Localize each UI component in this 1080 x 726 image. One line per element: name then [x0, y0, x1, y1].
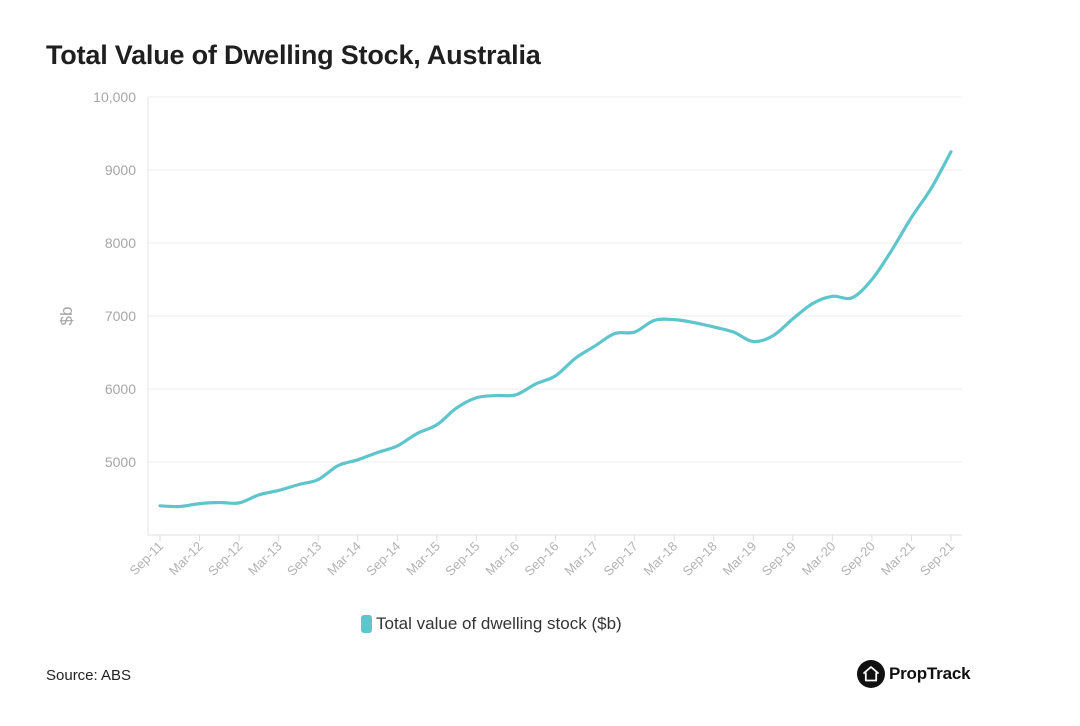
- x-tick-label: Mar-18: [641, 539, 681, 579]
- y-tick-label: 10,000: [93, 89, 136, 105]
- x-tick-label: Sep-20: [838, 539, 878, 579]
- brand-logo: PropTrack: [857, 660, 971, 688]
- source-note: Source: ABS: [46, 667, 132, 684]
- x-tick-label: Mar-15: [403, 539, 443, 579]
- x-tick-label: Sep-12: [205, 539, 245, 579]
- grid-lines: [147, 96, 962, 536]
- chart-title: Total Value of Dwelling Stock, Australia: [46, 40, 541, 70]
- series-layer: [158, 150, 953, 509]
- x-tick-label: Mar-16: [482, 539, 522, 579]
- legend-swatch: [361, 615, 372, 633]
- x-tick-label: Mar-19: [720, 539, 760, 579]
- series-line: [158, 150, 953, 509]
- x-tick-label: Sep-13: [284, 539, 324, 579]
- x-tick-label: Sep-15: [442, 539, 482, 579]
- x-tick-label: Mar-12: [166, 539, 206, 579]
- x-tick-label: Sep-21: [917, 539, 957, 579]
- house-icon: [857, 660, 885, 688]
- y-axis: 5000 6000 7000 8000 9000 10,000: [93, 89, 136, 470]
- brand-name: PropTrack: [889, 664, 971, 683]
- y-tick-label: 8000: [105, 235, 136, 251]
- x-tick-label: Mar-20: [799, 539, 839, 579]
- x-tick-label: Sep-17: [600, 539, 640, 579]
- x-tick-label: Sep-11: [127, 539, 167, 579]
- x-tick-label: Mar-13: [245, 539, 285, 579]
- y-axis-label: $b: [57, 307, 76, 326]
- x-tick-label: Mar-21: [878, 539, 918, 579]
- y-tick-label: 6000: [105, 381, 136, 397]
- x-axis: Sep-11 Mar-12 Sep-12 Mar-13 Sep-13 Mar-14 Sep-…: [127, 535, 957, 579]
- legend: Total value of dwelling stock ($b): [361, 614, 622, 634]
- x-tick-label: Sep-14: [363, 539, 403, 579]
- x-tick-label: Mar-17: [561, 539, 601, 579]
- y-tick-label: 7000: [105, 308, 136, 324]
- x-tick-label: Sep-19: [759, 539, 799, 579]
- y-tick-label: 5000: [105, 454, 136, 470]
- legend-label: Total value of dwelling stock ($b): [376, 614, 622, 633]
- y-tick-label: 9000: [105, 162, 136, 178]
- x-tick-label: Mar-14: [324, 539, 364, 579]
- x-tick-label: Sep-16: [521, 539, 561, 579]
- x-tick-label: Sep-18: [680, 539, 720, 579]
